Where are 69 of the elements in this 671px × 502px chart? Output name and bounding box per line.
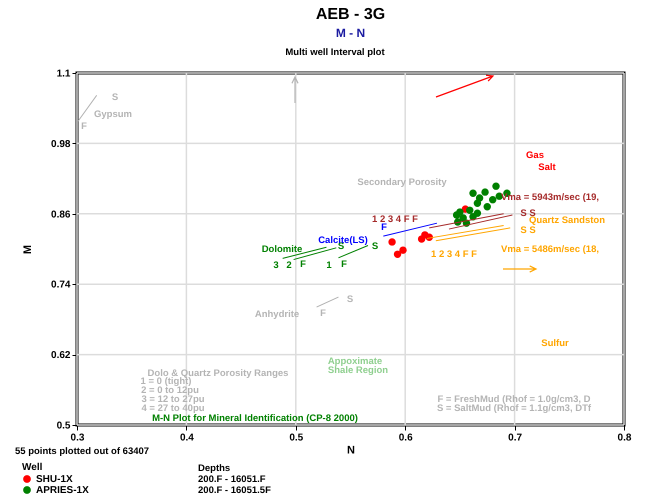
annotation: F [341,259,348,270]
text: Multi well Interval plot [285,47,386,58]
y-tick-label: 0.62 [51,350,71,362]
point [388,238,396,246]
point [474,200,482,207]
annotation: F = FreshMud (Rhof = 1.0g/cm3, D [437,394,591,405]
annotation: 1 2 3 4 F F [372,214,418,225]
annotation: S = SaltMud (Rhof = 1.1g/cm3, DTf [436,403,592,414]
legend-label: SHU-1X [36,474,74,485]
annotation: Anhydrite [254,309,300,320]
x-tick-label: 0.4 [180,432,194,444]
annotation: F [81,121,88,132]
x-tick-label: 0.3 [70,432,85,444]
x-tick-label: 0.7 [508,432,522,444]
annotation: F [381,222,388,233]
text: Depths [198,463,230,474]
point [452,211,460,219]
point [492,182,500,190]
y-tick-label: 0.86 [51,209,71,220]
annotation: 4 = 27 to 40pu [141,403,205,414]
annotation: 1 [326,260,332,271]
annotation: Gypsum [94,109,132,120]
annotation: Appoximate [328,356,382,367]
point [466,206,474,214]
point [489,196,496,204]
x-tick-label: 0.8 [618,432,632,444]
annotation: Gas [526,150,544,161]
annotation: F [300,259,306,270]
legend-title: Well [22,462,43,473]
point [394,250,402,258]
point [469,190,477,197]
chart-title: AEB - 3G [316,6,386,23]
chart-subtitle: M - N [336,26,366,40]
annotation: Vma = 5486m/sec (18, [501,244,599,255]
point [484,203,491,210]
y-axis-title: M [22,244,34,254]
annotation: Dolomite [262,244,302,255]
annotation: 2 = 0 to 12pu [141,385,200,396]
text: 200.F - 16051.F [198,474,266,485]
annotation: S [112,92,118,103]
y-tick-label: 0.74 [51,280,71,291]
annotation: S S [520,225,536,236]
annotation: Vma = 5943m/sec (19, [501,192,599,203]
annotation: F [320,308,326,319]
annotation: 2 [286,260,292,271]
annotation: 3 = 12 to 27pu [141,394,205,405]
annotation: 3 [273,260,279,271]
annotation: 1 = 0 (tight) [140,376,192,387]
y-tick-label: 0.98 [51,138,71,150]
annotation: Salt [538,162,557,173]
annotation: Quartz Sandston [528,215,606,226]
x-tick-label: 0.6 [398,432,414,444]
annotation: S [346,294,354,305]
point [481,188,489,196]
y-tick-label: 1.1 [56,68,71,80]
point [474,210,482,217]
legend-label: APRIES-1X [36,485,90,496]
annotation: S [372,241,378,252]
annotation: M-N Plot for Mineral Identification (CP-8 2000) [152,413,358,424]
text: 200.F - 16051.5F [198,485,272,496]
x-tick-label: 0.5 [289,432,304,444]
y-tick-label: 0.5 [56,420,71,432]
annotation: Shale Region [328,365,388,376]
text: 55 points plotted out of 63407 [15,446,150,457]
annotation: 1 2 3 4 F F [431,249,478,260]
annotation: Sulfur [541,338,570,349]
point [399,246,407,254]
x-axis-title: N [347,444,356,456]
annotation: Secondary Porosity [357,177,448,188]
